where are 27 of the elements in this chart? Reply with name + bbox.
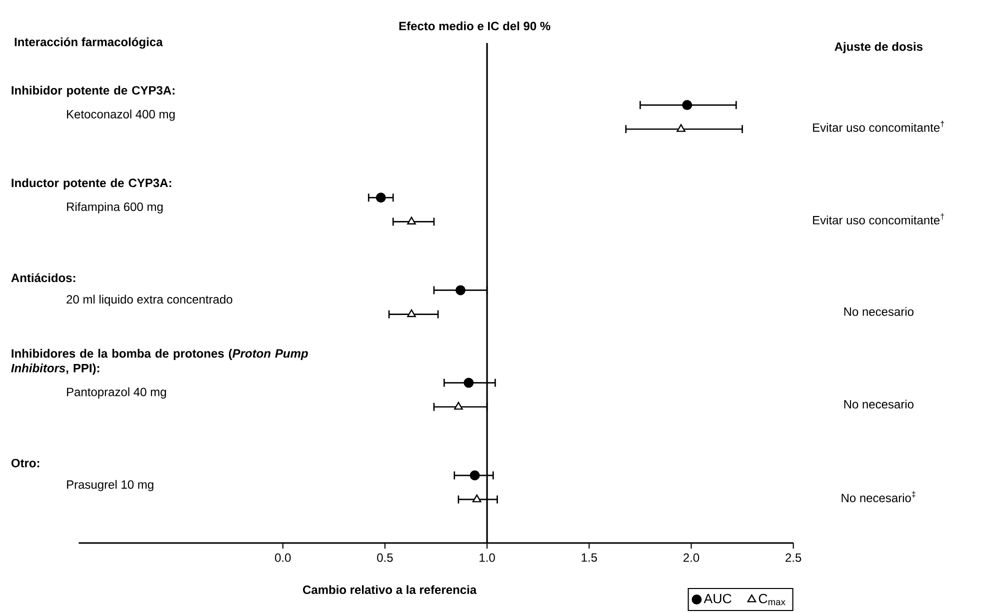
x-tick-label: 2.0: [684, 553, 700, 562]
x-axis-title: Cambio relativo a la referencia: [303, 585, 477, 594]
text: Antiácidos:: [11, 273, 76, 282]
legend-label: C$_{max}$: [758, 594, 786, 606]
text: Otro:: [11, 458, 40, 468]
text: Evitar uso concomitante$^{†}$: [813, 120, 944, 132]
x-tick-label: 0.5: [377, 553, 393, 562]
x-tick-label: 0.0: [274, 553, 291, 562]
text: No necesario$^{‡}$: [842, 491, 916, 502]
y-tick-label: Rifampina 600 mg: [67, 202, 163, 214]
legend-label: AUC: [704, 594, 732, 604]
x-tick-label: 1.5: [582, 553, 597, 562]
x-tick-label: 1.0: [480, 553, 495, 562]
text: Ajuste de dosis: [834, 42, 923, 54]
y-tick-label: Ketoconazol 400 mg: [67, 110, 175, 121]
text: Evitar uso concomitante$^{†}$: [813, 213, 944, 224]
x-tick-label: 2.5: [786, 553, 802, 562]
chart-title: Efecto medio e IC del 90 %: [399, 21, 550, 30]
text: No necesario: [844, 307, 914, 316]
annotation: Inductor potente de CYP3A:: [12, 178, 172, 190]
y-tick-label: Prasugrel 10 mg: [67, 480, 154, 492]
annotation: Interacción farmacológica: [14, 37, 163, 49]
text: Inhibidores de la bomba de protones (Proton Pump Inhibitors, PPI):: [11, 348, 308, 375]
y-tick-label: Pantoprazol 40 mg: [67, 387, 166, 399]
text: No necesario: [844, 400, 914, 409]
y-tick-label: 20 ml liquido extra concentrado: [66, 294, 232, 306]
annotation: Inhibidor potente de CYP3A:: [12, 86, 174, 97]
